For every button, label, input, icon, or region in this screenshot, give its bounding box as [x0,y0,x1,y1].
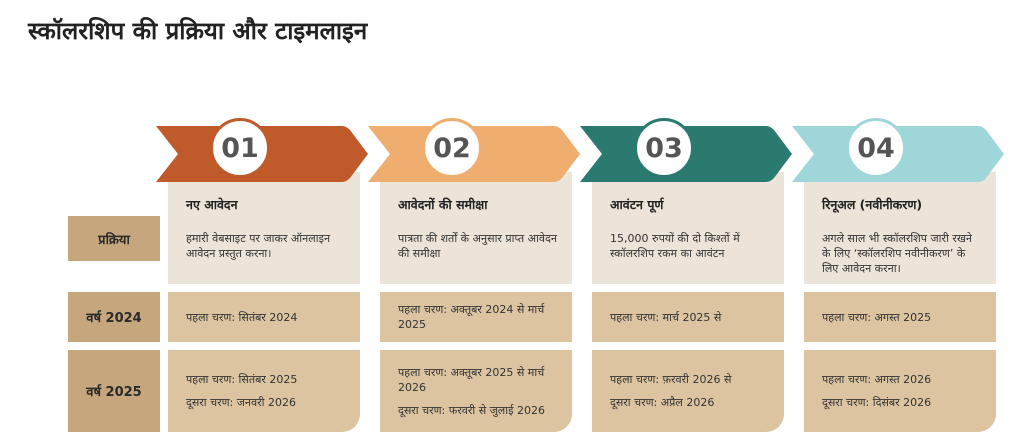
phase-text: पहला चरण: अगस्त 2025 [822,310,932,324]
step-card: रिनूअल (नवीनीकरण) अगले साल भी स्कॉलरशिप … [804,172,996,284]
phase-text: पहला चरण: सितंबर 2025 [186,373,298,386]
phase-text: पहला चरण: अक्तूबर 2024 से मार्च 2025 [398,303,545,331]
step-heading: आवेदनों की समीक्षा [398,197,488,212]
step-number-badge: 03 [634,118,694,178]
row-label-2025: वर्ष 2025 [68,350,160,432]
step-description: हमारी वेबसाइट पर जाकर ऑनलाइन आवेदन प्रस्… [186,232,331,260]
phase-text: पहला चरण: सितंबर 2024 [186,310,298,324]
cell-2025: पहला चरण: अगस्त 2026 दूसरा चरण: दिसंबर 20… [804,350,996,432]
step-heading: रिनूअल (नवीनीकरण) [822,197,923,212]
step-number-badge: 01 [210,118,270,178]
step-card: आवंटन पूर्ण 15,000 रुपयों की दो किश्तों … [592,172,784,284]
cell-2025: पहला चरण: फ़रवरी 2026 से दूसरा चरण: अप्रै… [592,350,784,432]
step-card: आवेदनों की समीक्षा पात्रता की शर्तों के … [380,172,572,284]
step-number-badge: 02 [422,118,482,178]
step-number-badge: 04 [846,118,906,178]
phase-text: पहला चरण: फ़रवरी 2026 से [610,373,732,386]
row-label-process: प्रक्रिया [68,216,160,261]
step-description: 15,000 रुपयों की दो किश्तों में स्कॉलरशि… [610,232,740,260]
step-heading: आवंटन पूर्ण [610,197,664,212]
step-card: नए आवेदन हमारी वेबसाइट पर जाकर ऑनलाइन आव… [168,172,360,284]
step-heading: नए आवेदन [186,197,238,212]
phase-text: दूसरा चरण: दिसंबर 2026 [822,396,932,409]
step-description: पात्रता की शर्तों के अनुसार प्राप्त आवेद… [398,232,557,260]
row-label-2024: वर्ष 2024 [68,292,160,342]
step-description: अगले साल भी स्कॉलरशिप जारी रखने के लिए ‘… [822,232,972,275]
phase-text: पहला चरण: अगस्त 2026 [822,373,932,386]
cell-2024: पहला चरण: अगस्त 2025 [804,292,996,342]
phase-text: दूसरा चरण: अप्रैल 2026 [610,396,715,409]
cell-2025: पहला चरण: अक्तूबर 2025 से मार्च 2026 दूसर… [380,350,572,432]
phase-text: दूसरा चरण: फरवरी से जुलाई 2026 [398,403,545,417]
page-title: स्कॉलरशिप की प्रक्रिया और टाइमलाइन [28,17,368,45]
phase-text: पहला चरण: अक्तूबर 2025 से मार्च 2026 [398,365,545,394]
cell-2025: पहला चरण: सितंबर 2025 दूसरा चरण: जनवरी 20… [168,350,360,432]
cell-2024: पहला चरण: सितंबर 2024 [168,292,360,342]
cell-2024: पहला चरण: अक्तूबर 2024 से मार्च 2025 [380,292,572,342]
phase-text: दूसरा चरण: जनवरी 2026 [186,396,296,409]
phase-text: पहला चरण: मार्च 2025 से [610,310,722,324]
cell-2024: पहला चरण: मार्च 2025 से [592,292,784,342]
